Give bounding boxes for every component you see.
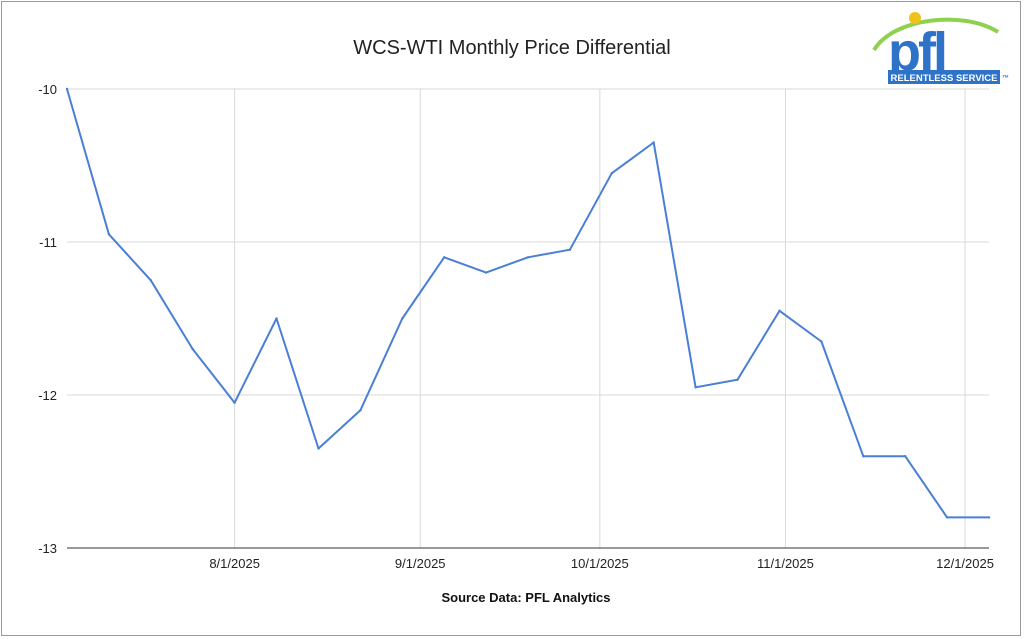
data-point [275,317,278,320]
x-tick-label: 8/1/2025 [209,556,260,571]
grid-lines [67,88,989,548]
data-point [694,386,697,389]
data-point [904,455,907,458]
data-point [568,248,572,251]
data-point [778,309,781,312]
tick-labels: -10 -11 -12 -13 8/1/2025 9/1/2025 10/1/2025 11/… [38,82,994,571]
pfl-logo: pfl RELENTLESS SERVICE ™ [872,12,1009,84]
source-note: Source Data: PFL Analytics [441,590,610,605]
data-point [484,271,488,274]
x-tick-label: 12/1/2025 [936,556,994,571]
data-point [610,172,613,175]
data-point [987,516,991,519]
x-tick-label: 11/1/2025 [757,556,814,571]
logo-swoosh-icon [872,17,1000,52]
logo-tagline-bar [888,70,1000,84]
data-point [149,279,152,282]
y-tick-label: -10 [38,82,57,97]
data-point [107,233,111,236]
logo-dot-icon [909,12,921,24]
logo-trademark: ™ [1002,75,1009,82]
series-line [66,88,989,519]
data-point [820,340,823,343]
x-tick-label: 9/1/2025 [395,556,446,571]
data-point [736,378,739,381]
data-point [65,87,69,91]
data-point [526,256,530,259]
data-point [359,409,362,412]
data-point [862,455,865,458]
data-point [317,447,320,450]
y-tick-label: -11 [39,235,57,250]
series-layer [65,87,991,519]
data-point [652,141,655,144]
data-point [233,401,236,404]
y-tick-label: -12 [38,388,57,403]
x-tick-label: 10/1/2025 [571,556,629,571]
y-tick-label: -13 [38,541,57,556]
data-point [945,516,949,519]
logo-tagline: RELENTLESS SERVICE [891,73,998,84]
data-point [191,347,194,351]
data-point [443,256,446,259]
chart-title: WCS-WTI Monthly Price Differential [353,37,670,59]
data-point [401,317,404,320]
